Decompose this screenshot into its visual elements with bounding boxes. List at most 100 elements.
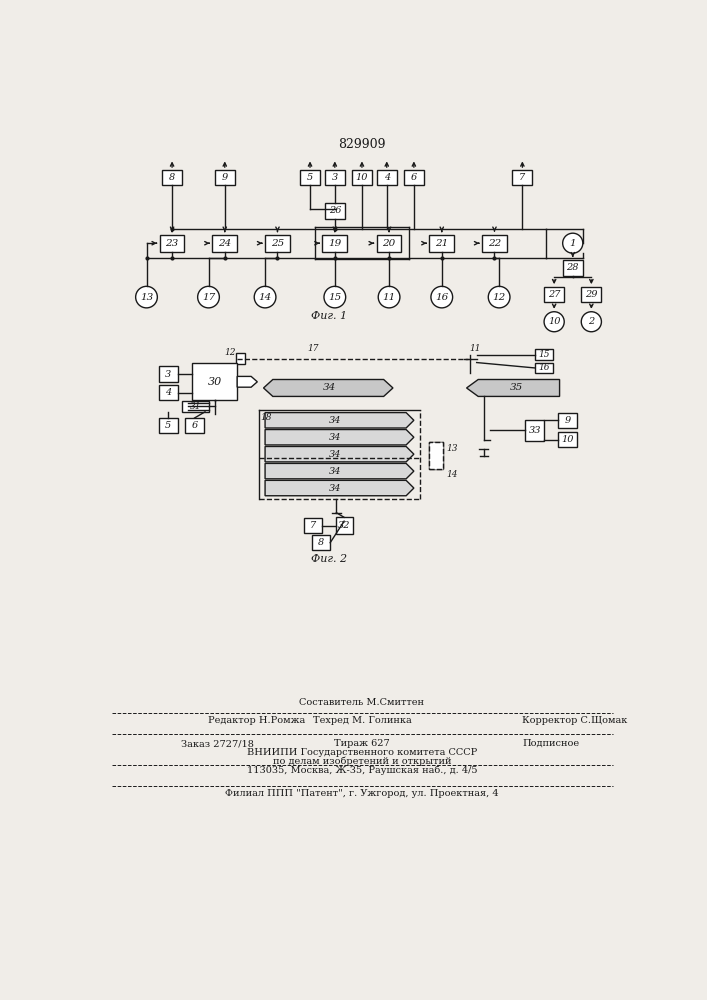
Text: Фиг. 1: Фиг. 1	[310, 311, 346, 321]
FancyBboxPatch shape	[534, 363, 554, 373]
Text: 829909: 829909	[338, 138, 386, 151]
Text: 8: 8	[169, 173, 175, 182]
Polygon shape	[467, 379, 559, 396]
Circle shape	[255, 286, 276, 308]
Text: 29: 29	[585, 290, 597, 299]
Text: 34: 34	[329, 450, 342, 459]
Text: 2: 2	[588, 317, 595, 326]
Text: 3: 3	[165, 370, 171, 379]
FancyBboxPatch shape	[404, 170, 424, 185]
Text: Составитель М.Смиттен: Составитель М.Смиттен	[300, 698, 424, 707]
FancyBboxPatch shape	[534, 349, 554, 360]
Circle shape	[431, 286, 452, 308]
Text: 10: 10	[561, 435, 573, 444]
Polygon shape	[265, 463, 414, 479]
Text: 26: 26	[329, 206, 341, 215]
FancyBboxPatch shape	[377, 235, 402, 252]
FancyBboxPatch shape	[377, 170, 397, 185]
Text: 4: 4	[165, 388, 171, 397]
Text: 28: 28	[566, 263, 579, 272]
FancyBboxPatch shape	[159, 418, 177, 433]
Circle shape	[198, 286, 219, 308]
Circle shape	[581, 312, 602, 332]
FancyBboxPatch shape	[300, 170, 320, 185]
Text: 16: 16	[538, 363, 550, 372]
Text: 11: 11	[469, 344, 481, 353]
FancyBboxPatch shape	[482, 235, 507, 252]
FancyBboxPatch shape	[513, 170, 532, 185]
Text: 30: 30	[208, 377, 222, 387]
Text: 21: 21	[435, 239, 448, 248]
Text: Фиг. 2: Фиг. 2	[310, 554, 346, 564]
FancyBboxPatch shape	[544, 287, 564, 302]
Text: 17: 17	[308, 344, 319, 353]
FancyBboxPatch shape	[429, 235, 454, 252]
Text: 23: 23	[165, 239, 179, 248]
Text: 9: 9	[222, 173, 228, 182]
FancyBboxPatch shape	[185, 418, 204, 433]
Text: 10: 10	[356, 173, 368, 182]
Text: 15: 15	[538, 350, 550, 359]
FancyBboxPatch shape	[428, 442, 443, 469]
Text: Филиал ППП "Патент", г. Ужгород, ул. Проектная, 4: Филиал ППП "Патент", г. Ужгород, ул. Про…	[225, 789, 498, 798]
Polygon shape	[265, 413, 414, 428]
Circle shape	[489, 286, 510, 308]
Text: 17: 17	[202, 293, 215, 302]
FancyBboxPatch shape	[304, 518, 322, 533]
Text: 34: 34	[329, 433, 342, 442]
Text: 14: 14	[446, 470, 458, 479]
Text: 11: 11	[382, 293, 396, 302]
Circle shape	[544, 312, 564, 332]
FancyBboxPatch shape	[192, 363, 237, 400]
Polygon shape	[265, 446, 414, 462]
Circle shape	[378, 286, 400, 308]
FancyBboxPatch shape	[525, 420, 544, 441]
FancyBboxPatch shape	[182, 401, 209, 412]
Text: 15: 15	[328, 293, 341, 302]
Text: Заказ 2727/18: Заказ 2727/18	[182, 739, 255, 748]
FancyBboxPatch shape	[563, 260, 583, 276]
Text: 3: 3	[332, 173, 338, 182]
Text: 16: 16	[435, 293, 448, 302]
FancyBboxPatch shape	[558, 432, 577, 447]
Polygon shape	[265, 480, 414, 496]
Text: ВНИИПИ Государственного комитета СССР: ВНИИПИ Государственного комитета СССР	[247, 748, 477, 757]
Text: 1: 1	[569, 239, 576, 248]
Text: Корректор С.Щомак: Корректор С.Щомак	[522, 716, 628, 725]
Polygon shape	[264, 379, 393, 396]
Text: 8: 8	[317, 538, 324, 547]
Text: 32: 32	[338, 521, 351, 530]
FancyBboxPatch shape	[265, 235, 290, 252]
Text: 9: 9	[564, 416, 571, 425]
Text: 34: 34	[329, 416, 342, 425]
Polygon shape	[265, 430, 414, 445]
Text: 25: 25	[271, 239, 284, 248]
Text: по делам изобретений и открытий: по делам изобретений и открытий	[273, 757, 451, 766]
FancyBboxPatch shape	[325, 170, 345, 185]
Text: 24: 24	[218, 239, 231, 248]
FancyBboxPatch shape	[581, 287, 602, 302]
Circle shape	[563, 233, 583, 253]
FancyBboxPatch shape	[159, 385, 177, 400]
Text: 7: 7	[310, 521, 316, 530]
Text: Тираж 627: Тираж 627	[334, 739, 390, 748]
Text: 12: 12	[493, 293, 506, 302]
FancyBboxPatch shape	[212, 235, 237, 252]
Text: 7: 7	[519, 173, 525, 182]
Text: 34: 34	[329, 467, 342, 476]
Text: 6: 6	[192, 421, 198, 430]
FancyBboxPatch shape	[325, 203, 345, 219]
FancyBboxPatch shape	[352, 170, 372, 185]
FancyBboxPatch shape	[162, 170, 182, 185]
Text: 22: 22	[488, 239, 501, 248]
FancyBboxPatch shape	[428, 442, 443, 469]
Text: 35: 35	[510, 383, 524, 392]
Text: 31: 31	[189, 402, 201, 411]
Text: 18: 18	[260, 413, 272, 422]
Text: 34: 34	[322, 383, 336, 392]
Text: 13: 13	[140, 293, 153, 302]
FancyBboxPatch shape	[558, 413, 577, 428]
FancyBboxPatch shape	[160, 235, 185, 252]
FancyBboxPatch shape	[322, 235, 347, 252]
Text: 113035, Москва, Ж-35, Раушская наб., д. 4/5: 113035, Москва, Ж-35, Раушская наб., д. …	[247, 766, 477, 775]
